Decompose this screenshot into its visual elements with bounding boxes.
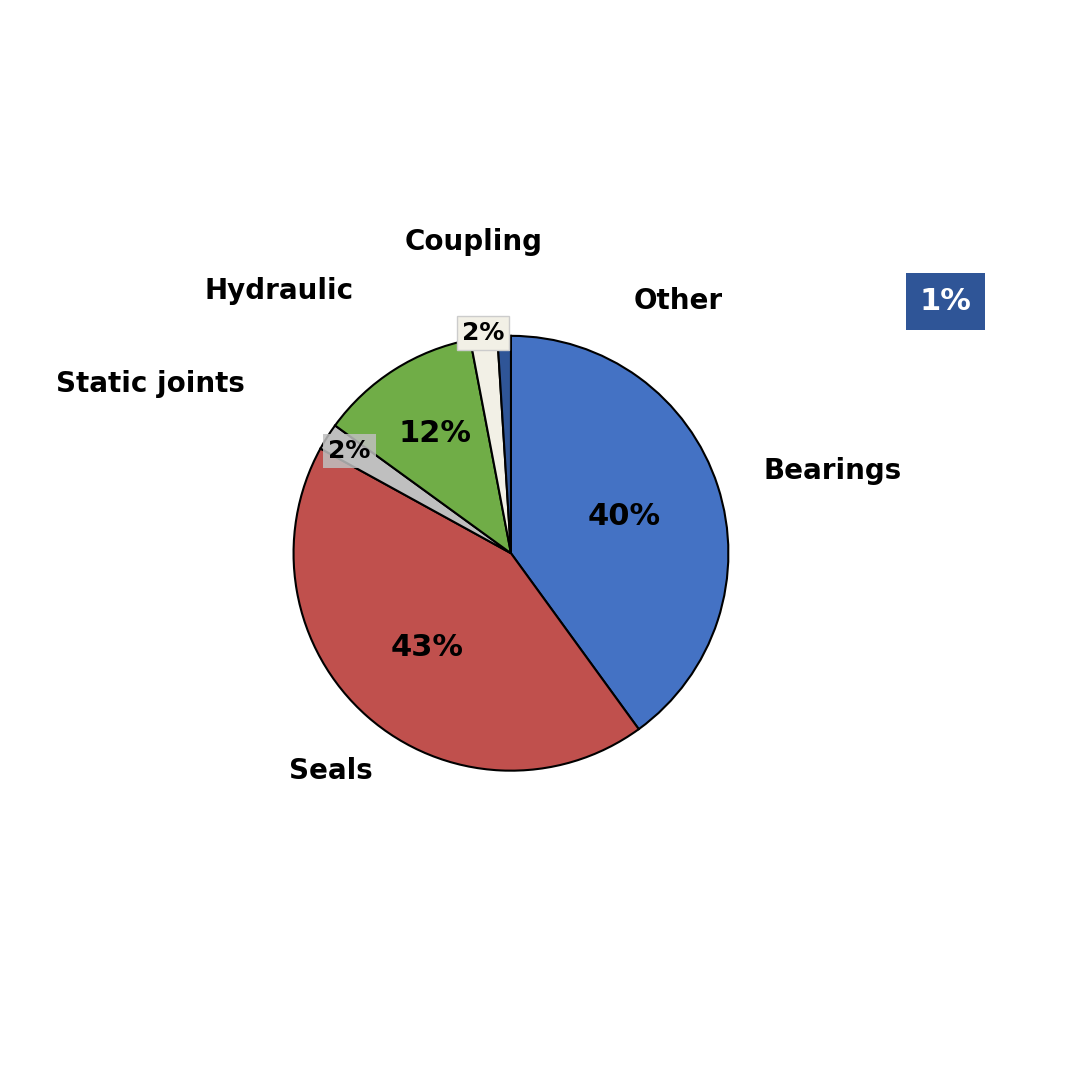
- Wedge shape: [294, 448, 638, 771]
- Wedge shape: [497, 336, 511, 553]
- Text: 43%: 43%: [391, 633, 464, 662]
- Text: 2%: 2%: [462, 321, 504, 346]
- Wedge shape: [321, 426, 511, 553]
- Text: Coupling: Coupling: [404, 228, 542, 256]
- Text: 1%: 1%: [920, 287, 972, 315]
- Wedge shape: [511, 336, 728, 729]
- Text: 40%: 40%: [589, 502, 661, 530]
- Text: 2%: 2%: [328, 438, 370, 462]
- Text: Other: Other: [634, 287, 724, 315]
- Text: Bearings: Bearings: [764, 457, 902, 485]
- Text: 12%: 12%: [399, 419, 472, 448]
- Text: Seals: Seals: [289, 757, 373, 785]
- Wedge shape: [470, 336, 511, 553]
- Wedge shape: [335, 340, 511, 553]
- Text: Hydraulic: Hydraulic: [204, 278, 353, 306]
- Text: Static joints: Static joints: [56, 370, 245, 399]
